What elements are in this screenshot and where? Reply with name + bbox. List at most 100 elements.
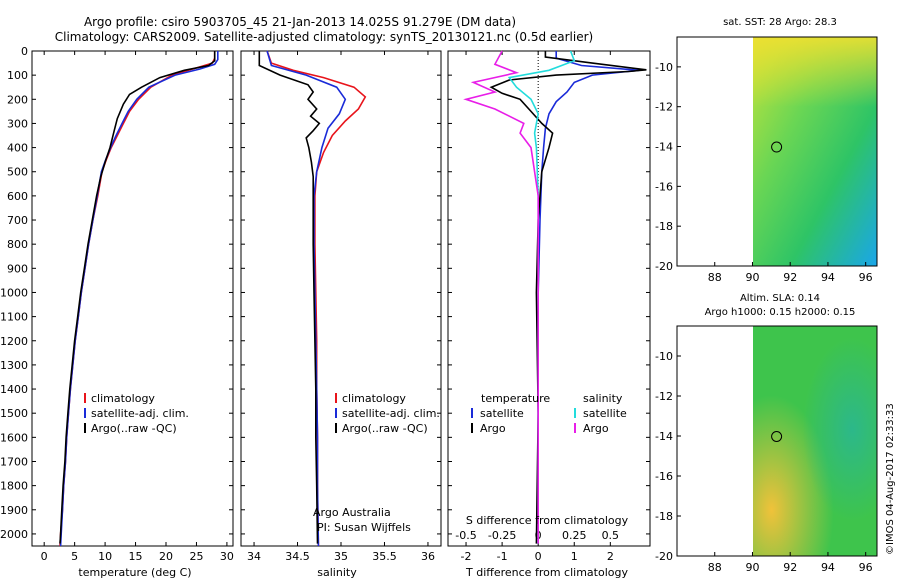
salinity-xtick-label: 36 — [421, 550, 435, 563]
sst_map-xtick-label: 96 — [859, 271, 873, 284]
sst_map-ytick-label: -20 — [655, 260, 673, 273]
temperature-ytick-label: 1900 — [0, 504, 28, 517]
salinity-series-satellite-adj-clim- — [266, 50, 347, 547]
temperature-ytick-label: 0 — [21, 45, 28, 58]
temperature-ytick-label: 2000 — [0, 528, 28, 541]
difference-legend-label: satellite — [583, 407, 627, 420]
salinity-xtick-label: 34 — [247, 550, 261, 563]
temperature-legend-label: climatology — [91, 392, 155, 405]
temperature-xtick-label: 5 — [71, 550, 78, 563]
sst_map-ytick-label: -12 — [655, 101, 673, 114]
sla_map-ytick-label: -20 — [655, 550, 673, 563]
difference-xtick-label: -1 — [497, 550, 508, 563]
sla-argo-marker — [771, 431, 783, 442]
temperature-ytick-label: 1300 — [0, 359, 28, 372]
sla_map-ytick-label: -14 — [655, 430, 673, 443]
temperature-xtick-label: 30 — [220, 550, 234, 563]
difference-plot-frame — [447, 50, 651, 547]
temperature-ytick-label: 1100 — [0, 311, 28, 324]
difference-xtick2-label: -0.25 — [488, 529, 516, 542]
sst-argo-marker — [771, 141, 783, 153]
difference-xtick-label: 0 — [535, 550, 542, 563]
difference-legend-label: Argo — [583, 422, 609, 435]
difference-legend-label: Argo — [480, 422, 506, 435]
temperature-xtick-label: 0 — [41, 550, 48, 563]
salinity-legend-label: satellite-adj. clim. — [342, 407, 440, 420]
temperature-ytick-label: 500 — [7, 166, 28, 179]
temperature-ytick-label: 1800 — [0, 480, 28, 493]
sla_map-ytick-label: -16 — [655, 470, 673, 483]
difference-series-satellite — [537, 51, 640, 544]
temperature-legend-label: satellite-adj. clim. — [91, 407, 189, 420]
salinity-xtick-label: 35 — [334, 550, 348, 563]
sst_map-ytick-label: -16 — [655, 180, 673, 193]
sst_map-ytick-label: -18 — [655, 220, 673, 233]
sst-map-warm-region — [753, 37, 877, 107]
temperature-ytick-label: 900 — [7, 262, 28, 275]
temperature-ytick-label: 700 — [7, 214, 28, 227]
sla_map-ytick-label: -18 — [655, 510, 673, 523]
temperature-panel: 0100200300400500600700800900100011001200… — [0, 45, 234, 563]
salinity-xtick-label: 34.5 — [285, 550, 310, 563]
salinity-legend-label: Argo(..raw -QC) — [342, 422, 428, 435]
difference-legend-label: satellite — [480, 407, 524, 420]
temperature-xtick-label: 15 — [129, 550, 143, 563]
sst-map-title: sat. SST: 28 Argo: 28.3 — [723, 17, 837, 28]
salinity-series-argo-raw-qc- — [258, 51, 321, 544]
temperature-ytick-label: 300 — [7, 117, 28, 130]
sla_map-xtick-label: 90 — [745, 561, 759, 574]
temperature-ytick-label: 200 — [7, 93, 28, 106]
temperature-ytick-label: 1500 — [0, 407, 28, 420]
sla-map-frame — [676, 325, 878, 557]
temperature-ytick-label: 1400 — [0, 383, 28, 396]
difference-xtick2-label: -0.5 — [455, 529, 476, 542]
salinity-xlabel: salinity — [317, 566, 357, 579]
difference-xtick-label: 2 — [607, 550, 614, 563]
difference-xlabel: T difference from climatology — [465, 566, 628, 579]
difference-xtick2-label: 0.25 — [562, 529, 587, 542]
temperature-ytick-label: 100 — [7, 69, 28, 82]
temperature-xtick-label: 10 — [98, 550, 112, 563]
sla_map-ytick-label: -12 — [655, 390, 673, 403]
difference-legend-title-temperature: temperature — [481, 392, 550, 405]
sst_map-xtick-label: 92 — [783, 271, 797, 284]
sst_map-xtick-label: 94 — [821, 271, 835, 284]
sla-map-title: Altim. SLA: 0.14 — [740, 293, 820, 304]
salinity-annotation-2: PI: Susan Wijffels — [317, 521, 411, 534]
difference-legend-title-salinity: salinity — [583, 392, 623, 405]
sla-map-low-region — [753, 326, 877, 556]
temperature-ytick-label: 1000 — [0, 286, 28, 299]
credit-text: ©IMOS 04-Aug-2017 02:33:33 — [885, 403, 896, 555]
sla_map-xtick-label: 88 — [708, 561, 722, 574]
temperature-legend-label: Argo(..raw -QC) — [91, 422, 177, 435]
difference-xtick-label: -2 — [461, 550, 472, 563]
salinity-xtick-label: 35.5 — [372, 550, 397, 563]
difference-xtick-label: 1 — [571, 550, 578, 563]
salinity-plot-frame — [240, 50, 442, 547]
sla_map-ytick-label: -10 — [655, 350, 673, 363]
sla-map: 88 90 92 94 96 -10 -12 -14 -16 -18 -20 — [655, 325, 878, 574]
title-line-2: Climatology: CARS2009. Satellite-adjuste… — [55, 30, 593, 44]
sst-map: 88 90 92 94 96 -10 -12 -14 -16 -18 -20 — [655, 36, 878, 284]
temperature-xtick-label: 25 — [189, 550, 203, 563]
salinity-panel: 34 34.5 35 35.5 36 climatology satellite-adj. … — [240, 50, 442, 563]
title-line-1: Argo profile: csiro 5903705_45 21-Jan-20… — [84, 15, 516, 29]
difference-series-argo — [463, 50, 540, 544]
temperature-ytick-label: 400 — [7, 142, 28, 155]
temperature-series-argo-raw-qc- — [59, 51, 216, 544]
salinity-annotation-1: Argo Australia — [313, 506, 391, 519]
temperature-ytick-label: 1600 — [0, 431, 28, 444]
difference-xtick2-label: 0.5 — [602, 529, 620, 542]
temperature-xtick-label: 20 — [159, 550, 173, 563]
sla-map-subtitle: Argo h1000: 0.15 h2000: 0.15 — [705, 307, 856, 318]
temperature-ytick-label: 800 — [7, 238, 28, 251]
sst_map-xtick-label: 88 — [708, 271, 722, 284]
sst_map-ytick-label: -10 — [655, 61, 673, 74]
sst-map-frame — [676, 36, 878, 267]
difference-xlabel-salinity: S difference from climatology — [466, 514, 629, 527]
temperature-xlabel: temperature (deg C) — [78, 566, 191, 579]
sla_map-xtick-label: 94 — [821, 561, 835, 574]
temperature-ytick-label: 600 — [7, 190, 28, 203]
temperature-ytick-label: 1700 — [0, 455, 28, 468]
